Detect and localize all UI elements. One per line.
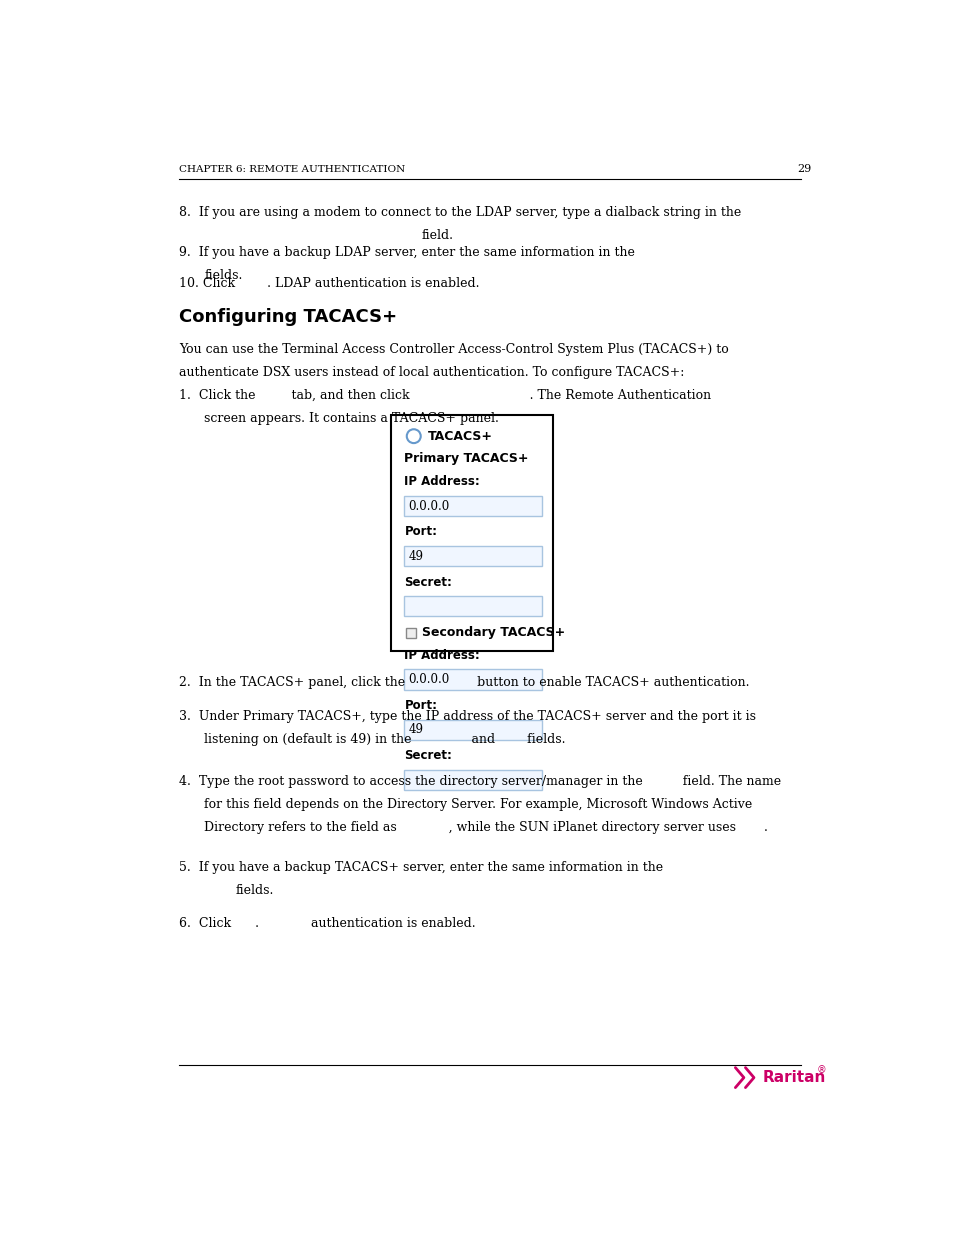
Text: Port:: Port: — [404, 526, 437, 538]
Text: 6.  Click      .             authentication is enabled.: 6. Click . authentication is enabled. — [179, 916, 475, 930]
Bar — [406, 627, 416, 637]
Text: 5.  If you have a backup TACACS+ server, enter the same information in the: 5. If you have a backup TACACS+ server, … — [179, 861, 662, 874]
Text: Directory refers to the field as             , while the SUN iPlanet directory s: Directory refers to the field as , while… — [204, 821, 767, 834]
Text: 4.  Type the root password to access the directory server/manager in the        : 4. Type the root password to access the … — [179, 776, 781, 788]
Text: for this field depends on the Directory Server. For example, Microsoft Windows A: for this field depends on the Directory … — [204, 798, 752, 811]
Text: Port:: Port: — [404, 699, 437, 711]
Text: Secondary TACACS+: Secondary TACACS+ — [422, 626, 565, 638]
Text: 49: 49 — [408, 722, 423, 736]
Text: Configuring TACACS+: Configuring TACACS+ — [179, 308, 396, 326]
Text: 0.0.0.0: 0.0.0.0 — [408, 500, 449, 513]
Text: 2.  In the TACACS+ panel, click the                  button to enable TACACS+ au: 2. In the TACACS+ panel, click the butto… — [179, 676, 749, 689]
FancyBboxPatch shape — [404, 546, 542, 567]
FancyBboxPatch shape — [390, 415, 553, 651]
Text: TACACS+: TACACS+ — [427, 430, 492, 442]
Text: 0.0.0.0: 0.0.0.0 — [408, 673, 449, 685]
Text: ®: ® — [816, 1065, 825, 1074]
Text: Raritan: Raritan — [761, 1070, 825, 1086]
Text: IP Address:: IP Address: — [404, 648, 479, 662]
FancyBboxPatch shape — [404, 769, 542, 789]
FancyBboxPatch shape — [404, 496, 542, 516]
Text: 8.  If you are using a modem to connect to the LDAP server, type a dialback stri: 8. If you are using a modem to connect t… — [179, 206, 740, 219]
Text: 1.  Click the         tab, and then click                              . The Rem: 1. Click the tab, and then click . The R… — [179, 389, 710, 403]
FancyBboxPatch shape — [404, 720, 542, 740]
Text: field.: field. — [421, 228, 453, 242]
Text: fields.: fields. — [235, 884, 274, 898]
Text: You can use the Terminal Access Controller Access-Control System Plus (TACACS+) : You can use the Terminal Access Controll… — [179, 343, 728, 356]
Text: 29: 29 — [797, 163, 811, 174]
Text: 9.  If you have a backup LDAP server, enter the same information in the: 9. If you have a backup LDAP server, ent… — [179, 246, 634, 259]
FancyBboxPatch shape — [404, 597, 542, 616]
Text: Secret:: Secret: — [404, 576, 452, 589]
Text: 3.  Under Primary TACACS+, type the IP address of the TACACS+ server and the por: 3. Under Primary TACACS+, type the IP ad… — [179, 710, 755, 722]
Circle shape — [406, 430, 420, 443]
Text: authenticate DSX users instead of local authentication. To configure TACACS+:: authenticate DSX users instead of local … — [179, 366, 683, 379]
Text: CHAPTER 6: REMOTE AUTHENTICATION: CHAPTER 6: REMOTE AUTHENTICATION — [179, 164, 405, 174]
Text: Primary TACACS+: Primary TACACS+ — [404, 452, 528, 466]
Text: listening on (default is 49) in the               and        fields.: listening on (default is 49) in the and … — [204, 732, 565, 746]
FancyBboxPatch shape — [404, 669, 542, 689]
Text: Secret:: Secret: — [404, 748, 452, 762]
Text: screen appears. It contains a TACACS+ panel.: screen appears. It contains a TACACS+ pa… — [204, 412, 498, 425]
Text: fields.: fields. — [204, 269, 243, 282]
Text: 49: 49 — [408, 550, 423, 563]
Text: 10. Click        . LDAP authentication is enabled.: 10. Click . LDAP authentication is enabl… — [179, 277, 479, 290]
Text: IP Address:: IP Address: — [404, 475, 479, 489]
